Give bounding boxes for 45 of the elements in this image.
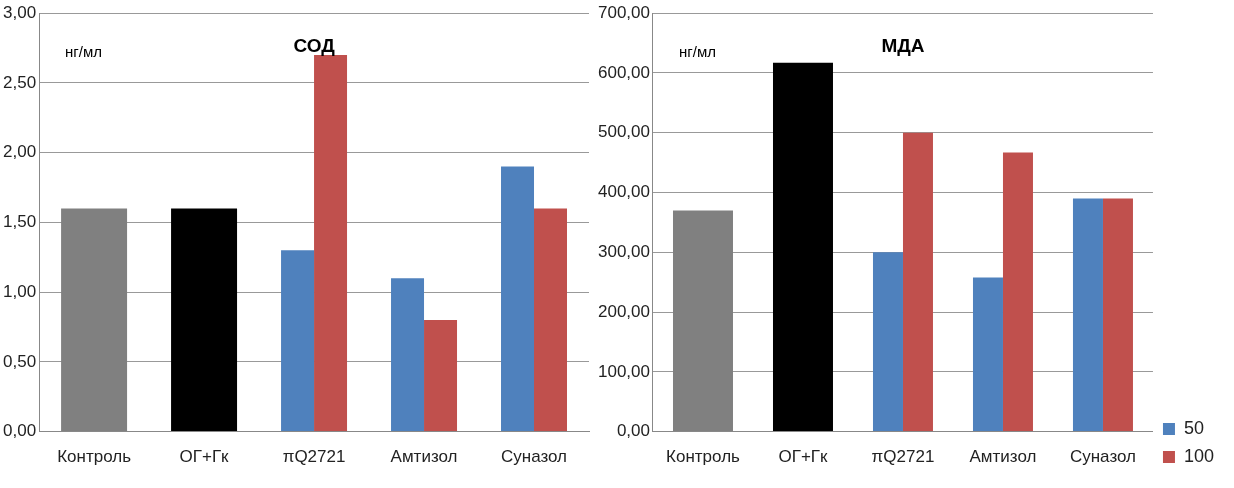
x-tick-label: πQ2721	[871, 447, 935, 467]
bar	[1072, 198, 1103, 432]
x-tick-label: ОГ+Гк	[179, 447, 230, 467]
legend-label: 50	[1183, 417, 1204, 438]
y-tick-label: 0,00	[616, 421, 650, 441]
bar	[972, 277, 1003, 432]
y-tick-label: 400,00	[598, 182, 650, 202]
bar	[281, 250, 315, 432]
y-tick-label: 0,00	[2, 421, 37, 441]
y-tick-label: 300,00	[598, 241, 650, 261]
text: МДА	[881, 35, 925, 57]
y-tick-label: 100,00	[598, 361, 650, 381]
bar	[391, 278, 425, 432]
y-tick-label: 1,50	[2, 212, 37, 232]
x-tick-label: ОГ+Гк	[778, 447, 829, 467]
y-tick-label: 0,50	[2, 351, 37, 371]
x-tick-label: Контроль	[666, 447, 741, 467]
bar	[171, 208, 238, 432]
x-tick-label: Контроль	[57, 447, 132, 467]
bar	[501, 166, 535, 432]
y-tick-label: 700,00	[598, 2, 650, 22]
y-tick-label: 2,50	[2, 72, 37, 92]
y-axis-title: нг/мл	[65, 43, 103, 61]
text: СОД	[293, 35, 336, 57]
legend-label: 100	[1183, 445, 1215, 466]
x-tick-label: Суназол	[500, 447, 568, 467]
y-tick-label: 600,00	[598, 62, 650, 82]
bar	[902, 132, 933, 432]
y-tick-label: 500,00	[598, 122, 650, 142]
y-tick-label: 3,00	[2, 2, 37, 22]
y-tick-label: 2,00	[2, 142, 37, 162]
y-tick-label: 200,00	[598, 301, 650, 321]
bar	[314, 55, 348, 432]
bar	[534, 208, 567, 432]
y-axis-title: нг/мл	[679, 43, 716, 61]
bar	[772, 62, 833, 432]
bar	[872, 252, 903, 432]
y-tick-label: 1,00	[2, 281, 37, 301]
bar	[424, 320, 458, 432]
x-tick-label: πQ2721	[282, 447, 346, 467]
x-tick-label: Суназол	[1069, 447, 1136, 467]
x-tick-label: Амтизол	[390, 447, 458, 467]
bar	[1102, 198, 1133, 432]
bar	[1002, 152, 1033, 432]
x-tick-label: Амтизол	[969, 447, 1037, 467]
